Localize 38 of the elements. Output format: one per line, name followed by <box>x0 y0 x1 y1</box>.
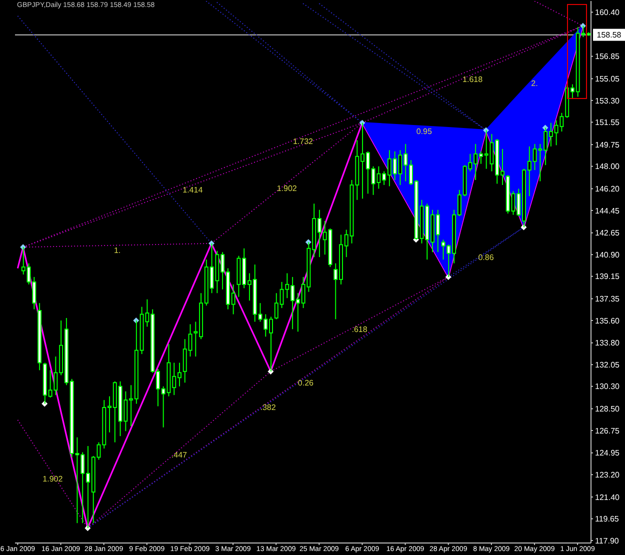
y-tick-label: 140.90 <box>595 250 620 260</box>
series-label: 1.414 <box>182 186 204 195</box>
y-tick-label: 149.75 <box>595 140 620 150</box>
y-tick-label: 117.90 <box>595 536 620 546</box>
y-tick-label: 139.15 <box>595 272 620 282</box>
series-label: 1.618 <box>462 75 484 84</box>
y-tick-label: 156.85 <box>595 52 620 62</box>
y-tick-label: 144.45 <box>595 206 620 216</box>
y-tick-label: 160.40 <box>595 8 620 18</box>
series-label: .382 <box>260 403 276 412</box>
series-label: 1.732 <box>292 137 314 146</box>
ref-line-label: 158.58 <box>596 30 622 40</box>
series-label: 0.95 <box>416 127 432 136</box>
series-label: .618 <box>352 324 368 334</box>
y-tick-label: 123.20 <box>595 470 620 480</box>
y-tick-label: 124.95 <box>595 448 620 458</box>
y-tick-label: 148.00 <box>595 162 620 172</box>
y-tick-label: 132.05 <box>595 360 620 370</box>
series-label: 1.902 <box>42 474 64 484</box>
y-tick-label: 128.50 <box>595 404 620 414</box>
y-tick-label: 151.55 <box>595 118 620 128</box>
y-tick-label: 137.35 <box>595 294 620 304</box>
y-tick-label: 153.30 <box>595 96 620 106</box>
y-tick-label: 130.30 <box>595 382 620 392</box>
series-label: 0.26 <box>298 378 314 388</box>
series-label: 0.86 <box>478 252 494 262</box>
series-label: 1.902 <box>276 184 298 193</box>
y-tick-label: 121.40 <box>595 492 620 502</box>
series-label: 1. <box>114 246 121 255</box>
y-tick-label: 135.60 <box>595 316 620 326</box>
y-tick-label: 155.05 <box>595 74 620 84</box>
series-label: 2. <box>531 78 538 88</box>
series-label: .447 <box>171 450 188 460</box>
y-tick-label: 133.80 <box>595 338 620 348</box>
y-tick-label: 119.65 <box>595 514 620 524</box>
y-tick-label: 146.20 <box>595 184 620 194</box>
y-tick-label: 142.65 <box>595 228 620 238</box>
y-tick-label: 126.75 <box>595 426 620 436</box>
